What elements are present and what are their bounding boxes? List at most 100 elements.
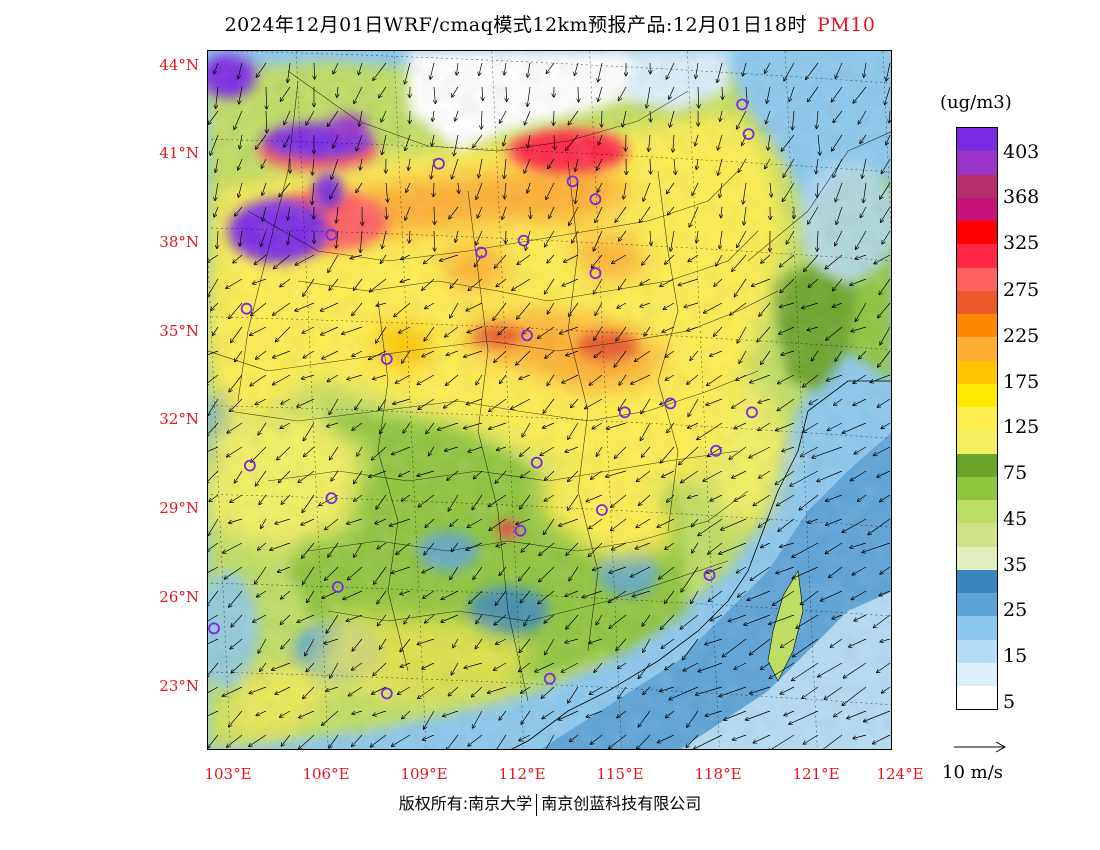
wind-arrow xyxy=(595,206,603,222)
wind-arrow xyxy=(703,470,723,481)
wind-arrow xyxy=(644,326,651,336)
wind-arrow xyxy=(527,62,531,77)
wind-arrow xyxy=(770,182,771,197)
pm10-concentration-field xyxy=(208,51,891,749)
legend-swatch xyxy=(957,197,997,221)
legend-swatch xyxy=(957,174,997,198)
wind-arrow xyxy=(524,158,531,173)
wind-arrow xyxy=(662,326,675,332)
wind-arrow xyxy=(270,542,291,550)
wind-arrow xyxy=(714,278,723,286)
legend-label-125: 125 xyxy=(1003,416,1040,438)
wind-arrow xyxy=(750,566,771,580)
wind-arrow xyxy=(433,182,434,197)
wind-arrow xyxy=(568,110,579,125)
wind-arrow xyxy=(499,566,507,575)
wind-arrow xyxy=(406,182,411,192)
wind-arrow xyxy=(430,62,435,79)
wind-arrow xyxy=(240,134,243,149)
wind-arrow xyxy=(423,590,435,598)
wind-arrow xyxy=(545,638,555,655)
wind-arrow xyxy=(663,302,675,309)
wind-arrow xyxy=(742,134,747,145)
wind-arrow xyxy=(280,86,291,101)
copyright: 版权所有:南京大学 南京创蓝科技有限公司 xyxy=(0,790,1100,816)
wind-arrow xyxy=(836,206,843,224)
wind-arrow xyxy=(352,710,363,714)
lat-label-23N: 23°N xyxy=(159,677,199,695)
wind-arrow xyxy=(879,278,891,295)
coastline xyxy=(511,380,891,749)
wind-arrow xyxy=(800,590,819,605)
wind-arrow xyxy=(855,254,867,259)
wind-arrow xyxy=(494,662,507,670)
wind-arrow xyxy=(277,446,291,460)
wind-arrow xyxy=(473,134,483,147)
wind-arrow xyxy=(446,734,459,749)
wind-arrow xyxy=(808,206,819,224)
wind-arrow xyxy=(522,422,531,437)
wind-arrow xyxy=(632,590,651,597)
wind-arrow xyxy=(878,302,891,318)
wind-arrow xyxy=(706,398,723,405)
wind-arrow xyxy=(425,518,435,527)
wind-arrow xyxy=(253,614,267,622)
wind-arrow xyxy=(432,110,434,121)
wind-arrow xyxy=(215,158,219,172)
wind-arrow xyxy=(553,110,554,125)
wind-arrow xyxy=(373,662,387,676)
wind-arrow xyxy=(441,614,459,622)
wind-arrow xyxy=(275,686,291,694)
wind-arrow xyxy=(662,470,675,477)
wind-arrow xyxy=(881,206,891,222)
wind-arrow xyxy=(398,686,411,694)
wind-arrow xyxy=(635,350,651,361)
wind-arrow xyxy=(444,398,459,408)
wind-arrow xyxy=(749,446,771,458)
wind-arrow xyxy=(328,542,339,557)
wind-arrow xyxy=(607,422,627,429)
wind-arrow xyxy=(665,542,675,549)
city-marker xyxy=(589,193,602,206)
wind-arrow xyxy=(208,518,219,536)
wind-arrow xyxy=(592,254,603,268)
wind-arrow xyxy=(617,302,627,308)
wind-arrow xyxy=(376,494,387,509)
wind-arrow xyxy=(602,110,603,127)
wind-arrow xyxy=(452,86,459,97)
wind-arrow xyxy=(370,278,387,292)
wind-arrow xyxy=(631,566,651,577)
wind-arrow xyxy=(568,422,579,439)
wind-arrow xyxy=(417,638,435,644)
wind-arrow xyxy=(284,134,291,147)
wind-arrow xyxy=(792,542,819,557)
city-marker xyxy=(710,444,722,457)
wind-arrow xyxy=(724,710,747,720)
wind-arrow xyxy=(467,518,483,527)
wind-arrow xyxy=(418,686,435,699)
wind-arrow xyxy=(769,662,795,679)
wind-arrow xyxy=(710,350,723,356)
city-marker xyxy=(595,504,608,516)
wind-arrow xyxy=(422,662,435,669)
wind-arrow xyxy=(686,734,699,747)
wind-arrow xyxy=(450,518,459,526)
wind-arrow xyxy=(692,542,699,553)
wind-arrow xyxy=(524,614,531,626)
wind-arrow xyxy=(808,278,819,287)
wind-arrow xyxy=(665,662,675,670)
city-marker xyxy=(746,406,758,419)
wind-arrow xyxy=(274,254,291,269)
wind-arrow xyxy=(502,206,507,219)
wind-arrow xyxy=(609,734,627,749)
wind-arrow xyxy=(809,398,819,404)
wind-arrow xyxy=(832,302,843,307)
wind-arrow xyxy=(835,350,843,361)
city-marker xyxy=(589,267,602,280)
copyright-part1: 版权所有:南京大学 xyxy=(398,794,533,813)
wind-arrow xyxy=(614,446,627,458)
wind-arrow xyxy=(780,254,795,267)
wind-arrow xyxy=(834,398,843,405)
wind-arrow xyxy=(545,350,555,358)
wind-arrow xyxy=(778,374,795,384)
